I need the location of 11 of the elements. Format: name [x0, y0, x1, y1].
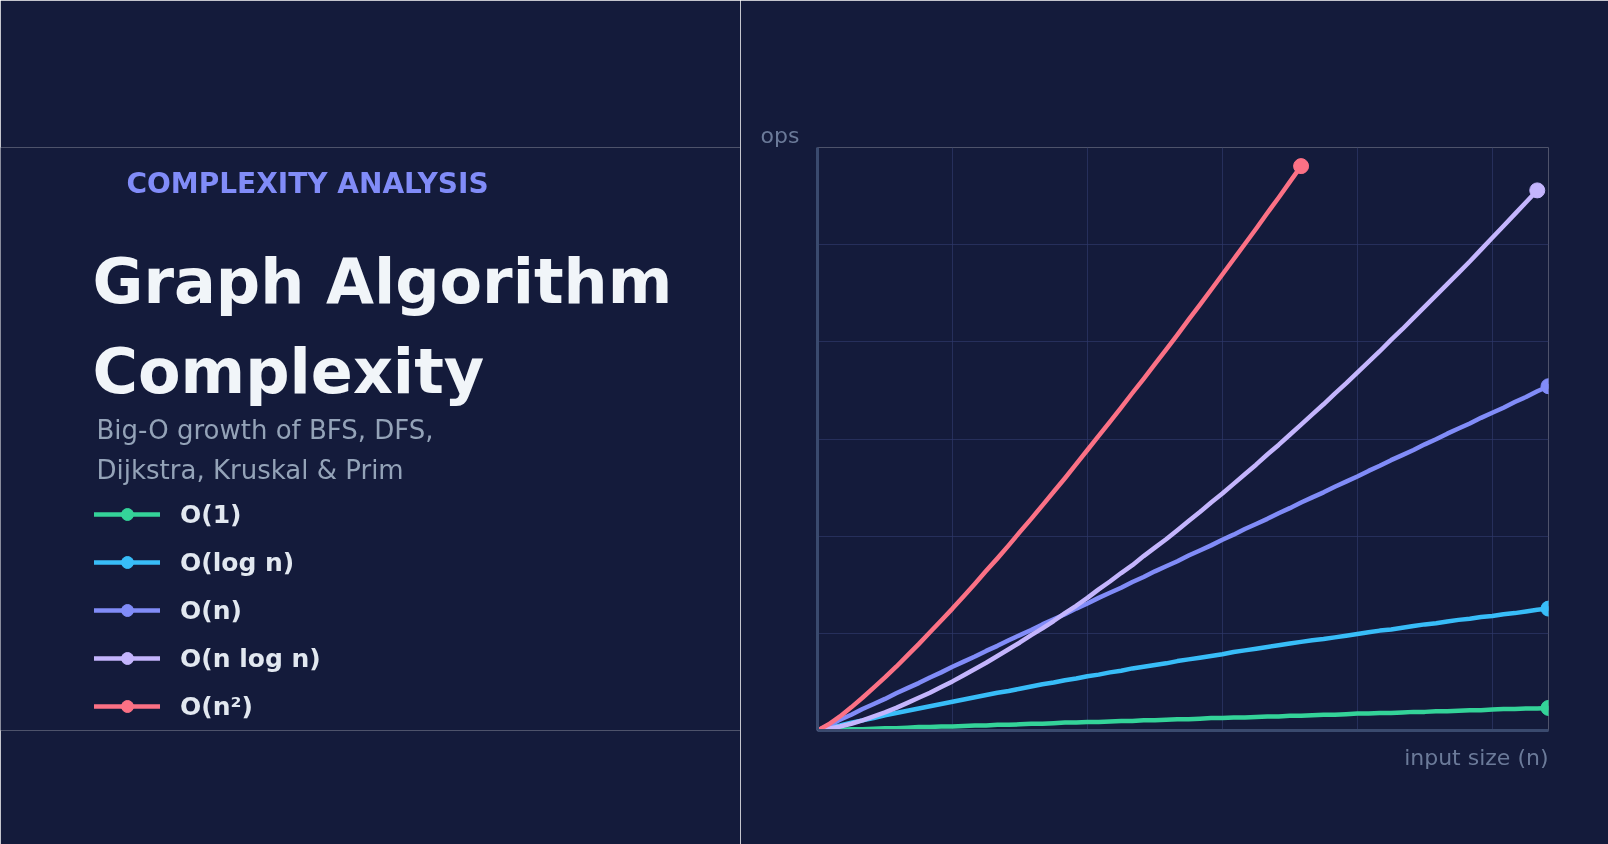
legend-label: O(n): [180, 595, 242, 625]
text: COMPLEXITY ANALYSIS: [126, 167, 489, 200]
legend-label: O(n log n): [180, 643, 321, 673]
legend-label: O(log n): [180, 547, 295, 577]
point: [1293, 158, 1310, 175]
text: Big-O growth of BFS, DFS, Dijkstra, Kruskal & Prim: [96, 414, 434, 485]
legend-label: O(n²): [180, 691, 253, 721]
x-axis-title: input size (n): [1404, 745, 1549, 770]
y-axis-title: ops: [760, 122, 800, 148]
text: Graph Algorithm Complexity: [92, 244, 673, 409]
legend-label: O(1): [180, 499, 242, 529]
